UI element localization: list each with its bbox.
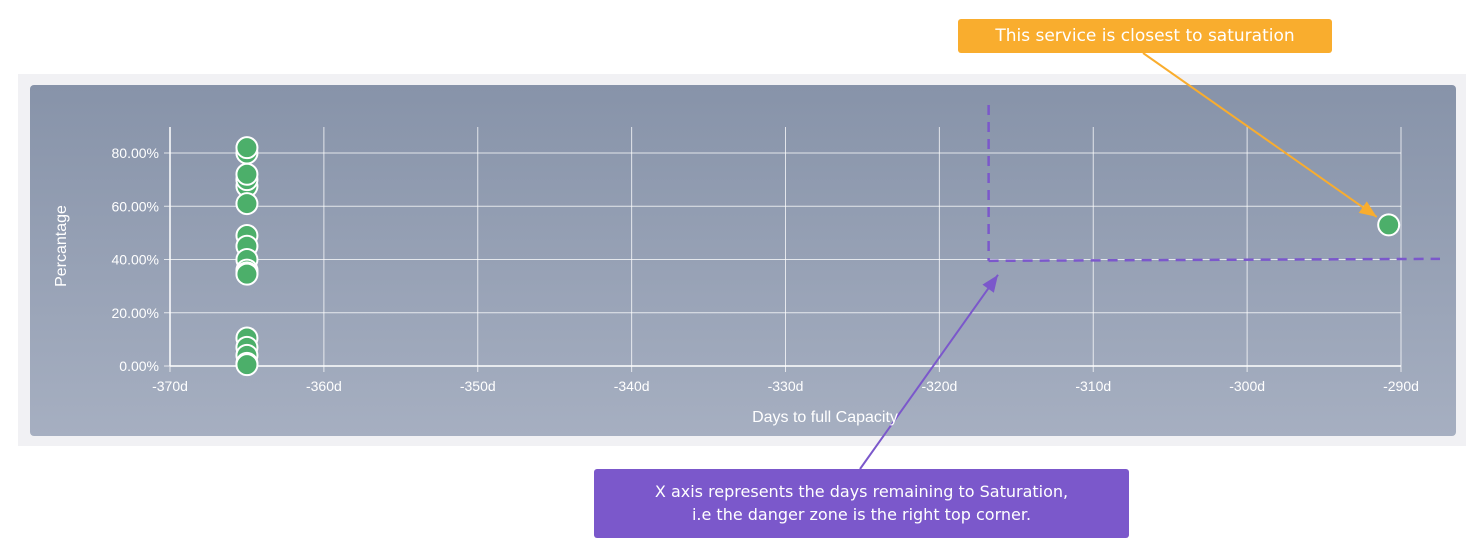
- data-point[interactable]: [235, 353, 259, 377]
- x-tick-label: -350d: [460, 378, 496, 394]
- danger-zone-arrow-line: [859, 274, 999, 470]
- data-point[interactable]: [235, 162, 259, 186]
- x-tick-label: -330d: [768, 378, 804, 394]
- x-tick-label: -290d: [1383, 378, 1419, 394]
- axes: [169, 127, 1401, 367]
- grid: [164, 127, 1402, 372]
- saturation-arrow-line: [1142, 52, 1378, 218]
- x-tick-label: -370d: [152, 378, 188, 394]
- x-tick-label: -310d: [1075, 378, 1111, 394]
- axis-note-line2: i.e the danger zone is the right top cor…: [691, 505, 1032, 524]
- x-tick-label: -300d: [1229, 378, 1265, 394]
- saturation-arrow-head: [1358, 201, 1377, 217]
- data-point[interactable]: [235, 192, 259, 216]
- danger-zone-arrow-head: [982, 274, 998, 293]
- data-point[interactable]: [235, 136, 259, 160]
- y-axis-title: Percantage: [53, 205, 70, 287]
- axis-note-line1: X axis represents the days remaining to …: [654, 482, 1069, 501]
- x-axis-title: Days to full Capacity: [752, 409, 898, 426]
- y-tick-label: 40.00%: [112, 252, 159, 268]
- saturation-callout: This service is closest to saturation: [958, 19, 1332, 53]
- y-tick-label: 60.00%: [112, 198, 159, 214]
- y-tick-label: 20.00%: [112, 305, 159, 321]
- x-tick-label: -340d: [614, 378, 650, 394]
- data-points: [235, 136, 1401, 377]
- data-point[interactable]: [1377, 213, 1401, 237]
- annotation-lines: [859, 52, 1441, 470]
- x-tick-label: -360d: [306, 378, 342, 394]
- tick-labels: -370d -360d -350d -340d -330d -320d -310d -300d…: [112, 145, 1419, 394]
- danger-zone-horizontal-line: [988, 257, 1441, 263]
- data-point[interactable]: [235, 262, 259, 286]
- y-tick-label: 0.00%: [119, 358, 159, 374]
- y-tick-label: 80.00%: [112, 145, 159, 161]
- x-tick-label: -320d: [921, 378, 957, 394]
- axis-explanation-callout: X axis represents the days remaining to …: [594, 469, 1129, 538]
